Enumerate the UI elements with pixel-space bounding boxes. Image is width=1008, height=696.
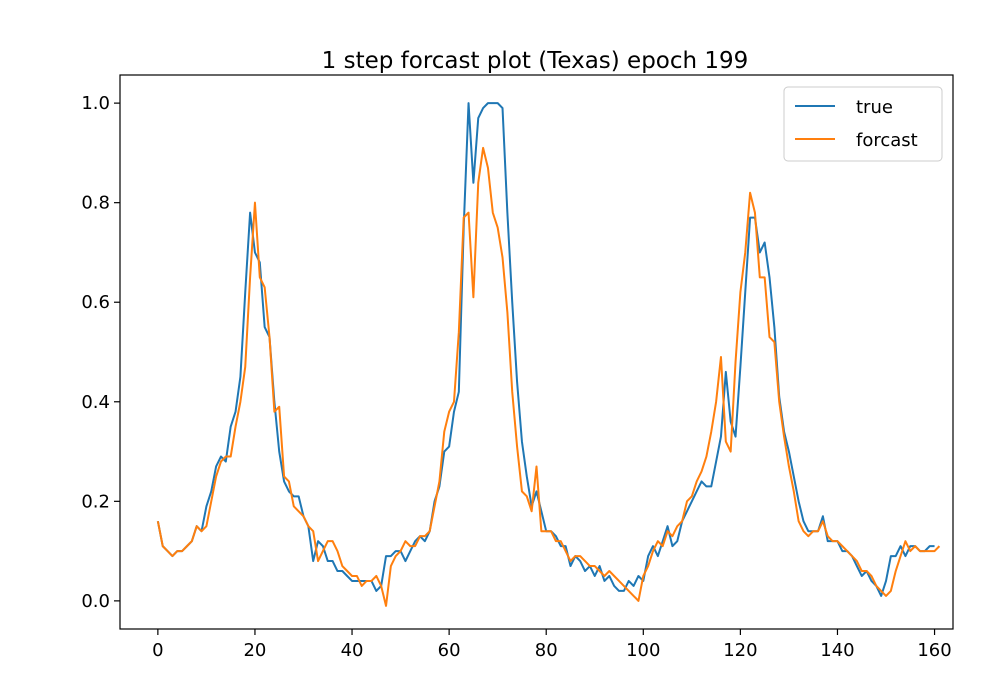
y-tick-label: 0.6	[81, 292, 110, 313]
x-axis: 0 20 40 60 80 100 120 140 160	[152, 629, 952, 661]
x-tick-label: 100	[626, 640, 660, 661]
x-tick-label: 140	[820, 640, 854, 661]
x-tick-label: 60	[438, 640, 461, 661]
y-tick-label: 0.0	[81, 591, 110, 612]
chart-title: 1 step forcast plot (Texas) epoch 199	[322, 48, 749, 74]
plot-area-frame	[119, 74, 954, 630]
x-tick-label: 0	[152, 640, 163, 661]
x-tick-label: 80	[535, 640, 558, 661]
legend: true forcast	[783, 86, 943, 162]
series-line-true	[156, 102, 935, 597]
legend-label-forcast: forcast	[856, 130, 918, 151]
x-tick-label: 20	[243, 640, 266, 661]
series-line-forcast	[156, 146, 941, 607]
plot-lines	[156, 102, 941, 607]
y-tick-label: 1.0	[81, 93, 110, 114]
x-tick-label: 40	[341, 640, 364, 661]
y-axis: 0.0 0.2 0.4 0.6 0.8 1.0	[81, 93, 120, 612]
y-tick-label: 0.8	[81, 193, 110, 214]
x-tick-label: 120	[723, 640, 757, 661]
y-tick-label: 0.2	[81, 491, 110, 512]
y-tick-label: 0.4	[81, 392, 110, 413]
legend-label-true: true	[856, 97, 893, 118]
x-tick-label: 160	[917, 640, 951, 661]
